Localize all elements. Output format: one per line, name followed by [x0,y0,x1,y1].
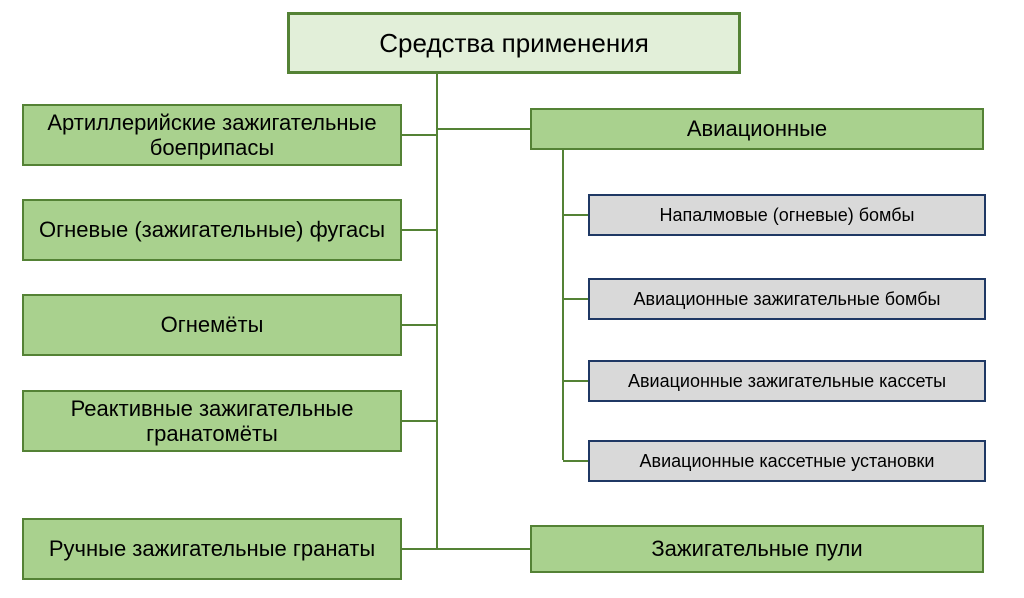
root-node: Средства применения [287,12,741,74]
aviation-sub-3: Авиационные кассетные установки [588,440,986,482]
aviation-sub-0: Напалмовые (огневые) бомбы [588,194,986,236]
left-item-4: Ручные зажигательные гранаты [22,518,402,580]
aviation-sub-2-label: Авиационные зажигательные кассеты [628,371,946,392]
aviation-sub-3-label: Авиационные кассетные установки [640,451,935,472]
left-item-0-label: Артиллерийские зажигательные боеприпасы [30,110,394,161]
aviation-sub-0-label: Напалмовые (огневые) бомбы [660,205,915,226]
root-label: Средства применения [379,28,649,59]
right-item-aviation-label: Авиационные [687,116,827,141]
left-item-3: Реактивные зажигательные гранатомёты [22,390,402,452]
aviation-sub-1: Авиационные зажигательные бомбы [588,278,986,320]
left-item-4-label: Ручные зажигательные гранаты [49,536,375,561]
left-item-2-label: Огнемёты [161,312,264,337]
left-item-0: Артиллерийские зажигательные боеприпасы [22,104,402,166]
right-item-bullets-label: Зажигательные пули [651,536,862,561]
left-item-1-label: Огневые (зажигательные) фугасы [39,217,385,242]
left-item-2: Огнемёты [22,294,402,356]
aviation-sub-1-label: Авиационные зажигательные бомбы [634,289,941,310]
left-item-3-label: Реактивные зажигательные гранатомёты [30,396,394,447]
aviation-sub-2: Авиационные зажигательные кассеты [588,360,986,402]
left-item-1: Огневые (зажигательные) фугасы [22,199,402,261]
right-item-bullets: Зажигательные пули [530,525,984,573]
right-item-aviation: Авиационные [530,108,984,150]
